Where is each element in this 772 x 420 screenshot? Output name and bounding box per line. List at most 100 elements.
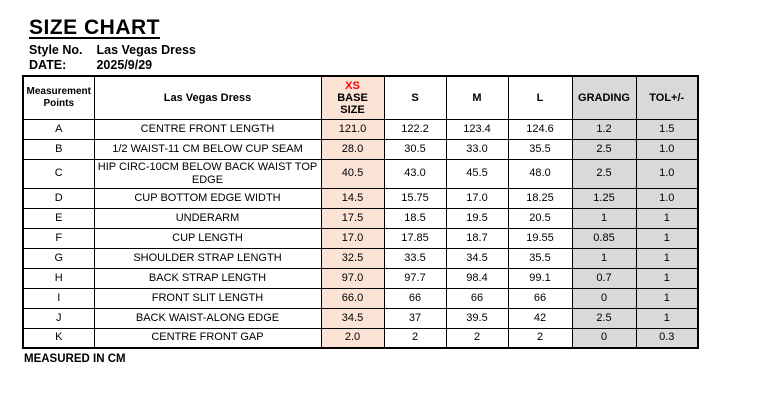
header-grading: GRADING <box>571 75 637 120</box>
measurement-name-cell: CUP BOTTOM EDGE WIDTH <box>93 187 322 209</box>
measurement-point-cell: A <box>22 118 95 140</box>
size-s-value-cell: 66 <box>383 287 447 309</box>
grading-value-cell: 1 <box>571 247 637 269</box>
base-size-value-cell: 17.0 <box>320 227 385 249</box>
table-row: K CENTRE FRONT GAP 2.0 2 2 2 0 0.3 <box>22 327 699 349</box>
size-l-value-cell: 48.0 <box>507 158 573 189</box>
size-l-value-cell: 99.1 <box>507 267 573 289</box>
tolerance-value-cell: 1 <box>635 207 699 229</box>
size-s-value-cell: 18.5 <box>383 207 447 229</box>
size-m-value-cell: 66 <box>445 287 509 309</box>
header-tolerance: TOL+/- <box>635 75 699 120</box>
size-l-value-cell: 124.6 <box>507 118 573 140</box>
tolerance-value-cell: 1 <box>635 287 699 309</box>
tolerance-value-cell: 1 <box>635 247 699 269</box>
size-m-value-cell: 33.0 <box>445 138 509 160</box>
tolerance-value-cell: 1.0 <box>635 187 699 209</box>
base-size-value-cell: 28.0 <box>320 138 385 160</box>
measurement-name-cell: SHOULDER STRAP LENGTH <box>93 247 322 269</box>
footer-note: MEASURED IN CM <box>24 353 126 365</box>
header-base-size: XS BASE SIZE <box>320 75 385 120</box>
size-m-value-cell: 17.0 <box>445 187 509 209</box>
grading-value-cell: 0 <box>571 327 637 349</box>
measurement-point-cell: H <box>22 267 95 289</box>
grading-value-cell: 0.85 <box>571 227 637 249</box>
size-chart-table: Measurement Points Las Vegas Dress XS BA… <box>22 75 699 349</box>
base-size-xs-label: XS <box>345 79 360 92</box>
table-row: C HIP CIRC-10CM BELOW BACK WAIST TOP EDGE… <box>22 158 699 189</box>
page-title: SIZE CHART <box>29 16 160 39</box>
grading-value-cell: 2.5 <box>571 158 637 189</box>
measurement-point-cell: G <box>22 247 95 269</box>
base-size-value-cell: 121.0 <box>320 118 385 140</box>
date-row: DATE: 2025/9/29 <box>29 58 772 73</box>
tolerance-value-cell: 0.3 <box>635 327 699 349</box>
table-row: F CUP LENGTH 17.0 17.85 18.7 19.55 0.85 1 <box>22 227 699 249</box>
measurement-point-cell: I <box>22 287 95 309</box>
tolerance-value-cell: 1 <box>635 227 699 249</box>
grading-value-cell: 1 <box>571 207 637 229</box>
measurement-point-cell: C <box>22 158 95 189</box>
grading-value-cell: 0.7 <box>571 267 637 289</box>
table-row: A CENTRE FRONT LENGTH 121.0 122.2 123.4 124.6… <box>22 118 699 140</box>
measurement-name-cell: FRONT SLIT LENGTH <box>93 287 322 309</box>
table-row: E UNDERARM 17.5 18.5 19.5 20.5 1 1 <box>22 207 699 229</box>
base-size-text-label: BASE SIZE <box>337 91 368 116</box>
size-l-value-cell: 35.5 <box>507 138 573 160</box>
base-size-value-cell: 34.5 <box>320 307 385 329</box>
measurement-name-cell: 1/2 WAIST-11 CM BELOW CUP SEAM <box>93 138 322 160</box>
size-m-value-cell: 45.5 <box>445 158 509 189</box>
table-row: G SHOULDER STRAP LENGTH 32.5 33.5 34.5 35.5 1 1 <box>22 247 699 269</box>
header-product-name: Las Vegas Dress <box>93 75 322 120</box>
size-m-value-cell: 98.4 <box>445 267 509 289</box>
size-m-value-cell: 2 <box>445 327 509 349</box>
size-s-value-cell: 97.7 <box>383 267 447 289</box>
size-l-value-cell: 66 <box>507 287 573 309</box>
size-s-value-cell: 2 <box>383 327 447 349</box>
size-s-value-cell: 17.85 <box>383 227 447 249</box>
header-row: Measurement Points Las Vegas Dress XS BA… <box>22 75 699 120</box>
tolerance-value-cell: 1 <box>635 267 699 289</box>
date-label: DATE: <box>29 57 67 72</box>
base-size-value-cell: 32.5 <box>320 247 385 269</box>
size-m-value-cell: 34.5 <box>445 247 509 269</box>
size-s-value-cell: 37 <box>383 307 447 329</box>
grading-value-cell: 0 <box>571 287 637 309</box>
table-row: H BACK STRAP LENGTH 97.0 97.7 98.4 99.1 0.7 1 <box>22 267 699 289</box>
size-l-value-cell: 42 <box>507 307 573 329</box>
style-no-row: Style No. Las Vegas Dress <box>29 43 772 58</box>
size-l-value-cell: 20.5 <box>507 207 573 229</box>
grading-value-cell: 1.25 <box>571 187 637 209</box>
size-m-value-cell: 18.7 <box>445 227 509 249</box>
base-size-value-cell: 97.0 <box>320 267 385 289</box>
measurement-name-cell: BACK WAIST-ALONG EDGE <box>93 307 322 329</box>
size-m-value-cell: 123.4 <box>445 118 509 140</box>
style-no-value: Las Vegas Dress <box>96 43 196 57</box>
measurement-point-cell: J <box>22 307 95 329</box>
measurement-point-cell: K <box>22 327 95 349</box>
measurement-name-cell: HIP CIRC-10CM BELOW BACK WAIST TOP EDGE <box>93 158 322 189</box>
measurement-name-cell: BACK STRAP LENGTH <box>93 267 322 289</box>
measurement-name-cell: CENTRE FRONT GAP <box>93 327 322 349</box>
document-meta: Style No. Las Vegas Dress DATE: 2025/9/2… <box>29 43 772 72</box>
grading-value-cell: 1.2 <box>571 118 637 140</box>
size-l-value-cell: 2 <box>507 327 573 349</box>
tolerance-value-cell: 1.0 <box>635 158 699 189</box>
style-no-label: Style No. <box>29 43 83 57</box>
measurement-point-cell: E <box>22 207 95 229</box>
header-size-l: L <box>507 75 573 120</box>
base-size-value-cell: 66.0 <box>320 287 385 309</box>
header-measurement-points: Measurement Points <box>22 75 95 120</box>
base-size-value-cell: 17.5 <box>320 207 385 229</box>
grading-value-cell: 2.5 <box>571 307 637 329</box>
date-value: 2025/9/29 <box>96 57 153 72</box>
table-row: I FRONT SLIT LENGTH 66.0 66 66 66 0 1 <box>22 287 699 309</box>
size-s-value-cell: 30.5 <box>383 138 447 160</box>
size-l-value-cell: 35.5 <box>507 247 573 269</box>
measurement-point-cell: D <box>22 187 95 209</box>
size-l-value-cell: 18.25 <box>507 187 573 209</box>
base-size-value-cell: 40.5 <box>320 158 385 189</box>
table-row: B 1/2 WAIST-11 CM BELOW CUP SEAM 28.0 30.5 3… <box>22 138 699 160</box>
measurement-point-cell: B <box>22 138 95 160</box>
